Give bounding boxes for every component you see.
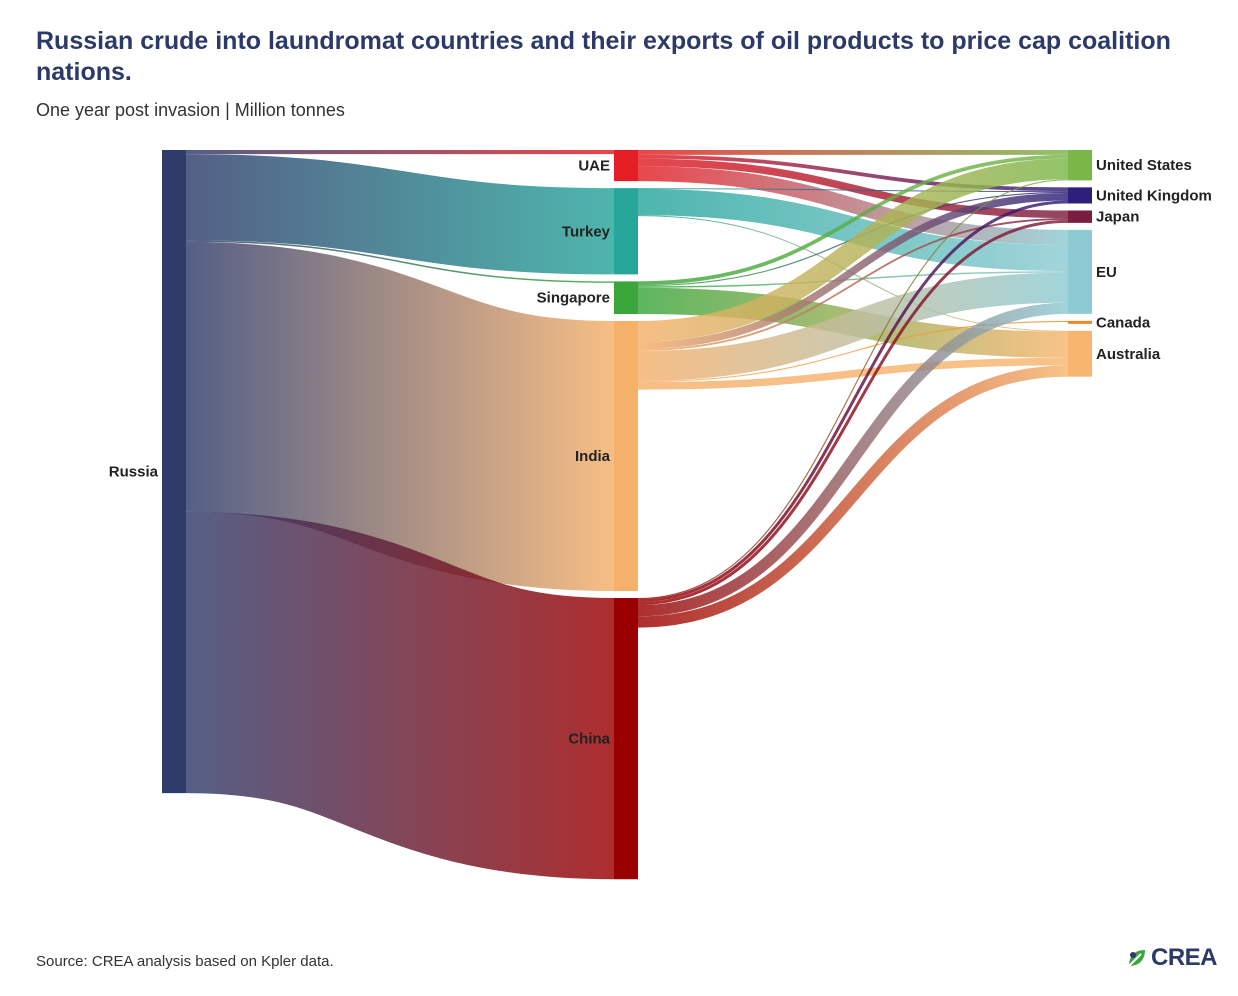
flow-link-india-to-japan — [637, 218, 1069, 352]
node-label-japan: Japan — [1096, 209, 1139, 226]
flow-link-singapore-to-us — [637, 154, 1069, 286]
node-us — [1068, 150, 1092, 181]
node-label-singapore: Singapore — [537, 290, 610, 307]
node-china — [614, 598, 638, 880]
flow-link-china-to-eu — [637, 302, 1069, 617]
flow-link-russia-to-singapore — [185, 240, 615, 283]
node-canada — [1068, 320, 1092, 324]
node-label-turkey: Turkey — [562, 223, 611, 240]
node-uk — [1068, 187, 1092, 204]
flow-link-turkey-to-eu — [637, 188, 1069, 272]
flow-link-china-to-japan — [637, 219, 1069, 606]
nodes-layer — [162, 150, 1092, 880]
flow-link-turkey-to-uk — [637, 188, 1069, 193]
chart-title: Russian crude into laundromat countries … — [36, 27, 1171, 86]
flow-link-china-to-uk — [637, 200, 1069, 603]
flow-link-russia-to-india — [184, 241, 616, 591]
flow-link-uae-to-japan — [637, 158, 1069, 218]
flow-link-singapore-to-eu — [637, 271, 1069, 288]
source-note: Source: CREA analysis based on Kpler dat… — [36, 953, 334, 970]
labels-layer: Russia UAE Turkey Singapore India China United… — [109, 157, 1212, 747]
logo-text: CREA — [1151, 944, 1218, 971]
node-label-canada: Canada — [1096, 314, 1151, 331]
node-label-uae: UAE — [578, 158, 610, 175]
node-singapore — [614, 281, 638, 314]
node-japan — [1068, 210, 1092, 223]
flow-link-india-to-uk — [637, 193, 1069, 350]
node-uae — [614, 150, 638, 182]
node-india — [614, 321, 638, 591]
node-turkey — [614, 188, 638, 275]
flow-link-uae-to-eu — [637, 166, 1069, 245]
crea-logo: CREA — [1126, 944, 1218, 972]
node-label-uk: United Kingdom — [1096, 187, 1212, 204]
flow-link-russia-to-turkey — [185, 154, 615, 275]
links-layer — [184, 150, 1069, 880]
node-label-china: China — [568, 731, 610, 748]
node-label-eu: EU — [1096, 264, 1117, 281]
chart-subtitle: One year post invasion | Million tonnes — [36, 100, 345, 120]
flow-link-china-to-australia — [637, 365, 1069, 628]
node-australia — [1068, 330, 1092, 377]
node-label-us: United States — [1096, 157, 1192, 174]
node-russia — [162, 150, 186, 794]
crea-leaf-icon — [1128, 950, 1145, 967]
flow-link-india-to-us — [637, 158, 1069, 342]
sankey-chart: Russia UAE Turkey Singapore India China United… — [109, 150, 1212, 880]
node-eu — [1068, 229, 1092, 314]
node-label-australia: Australia — [1096, 346, 1161, 363]
node-label-russia: Russia — [109, 464, 159, 481]
flow-link-china-to-us — [637, 179, 1069, 600]
flow-link-india-to-eu — [637, 272, 1069, 381]
flow-link-india-to-australia — [637, 357, 1069, 390]
flow-link-russia-to-china — [184, 511, 616, 880]
node-label-india: India — [575, 448, 611, 465]
